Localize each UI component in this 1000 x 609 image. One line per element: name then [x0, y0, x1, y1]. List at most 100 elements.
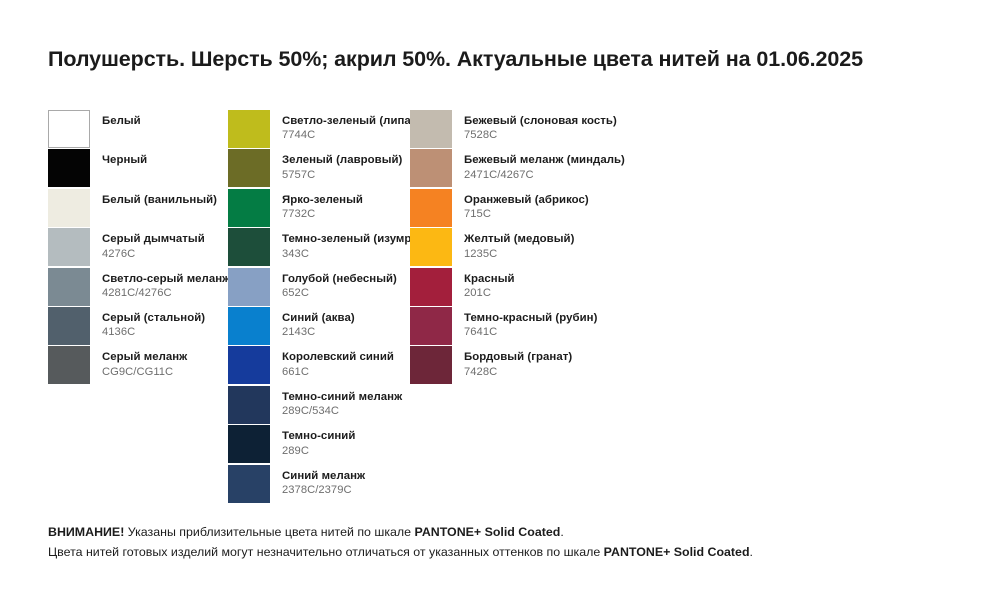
color-row[interactable]: Темно-синий 289C	[228, 425, 410, 464]
color-name: Белый (ванильный)	[102, 193, 218, 206]
color-row[interactable]: Белый	[48, 110, 228, 149]
color-row[interactable]: Белый (ванильный)	[48, 188, 228, 228]
color-row[interactable]: Серый меланж CG9C/CG11C	[48, 346, 228, 385]
color-swatch[interactable]	[410, 110, 452, 148]
color-name: Черный	[102, 154, 148, 167]
color-name: Бордовый (гранат)	[464, 351, 573, 364]
color-label-group: Бежевый меланж (миндаль) 2471C/4267C	[464, 149, 625, 182]
color-name: Серый дымчатый	[102, 233, 205, 246]
footer-line-2-period: .	[749, 545, 753, 560]
color-name: Темно-синий	[282, 430, 356, 443]
footer-note: ВНИМАНИЕ! Указаны приблизительные цвета …	[48, 522, 753, 562]
color-label-group: Бордовый (гранат) 7428C	[464, 346, 572, 379]
footer-line-2: Цвета нитей готовых изделий могут незнач…	[48, 542, 753, 562]
color-name: Оранжевый (абрикос)	[464, 193, 589, 206]
color-swatch[interactable]	[48, 267, 90, 306]
color-label-group: Черный	[102, 149, 147, 167]
color-pantone-code: 4136C	[102, 326, 136, 339]
color-row[interactable]: Бежевый (слоновая кость) 7528C	[410, 110, 710, 149]
color-label-group: Светло-зеленый (липа) 7744C	[282, 110, 415, 143]
color-name: Синий меланж	[282, 469, 366, 482]
footer-line-2-text: Цвета нитей готовых изделий могут незнач…	[48, 545, 604, 560]
color-label-group: Желтый (медовый) 1235C	[464, 228, 574, 261]
color-swatch[interactable]	[410, 306, 452, 345]
color-row[interactable]: Темно-красный (рубин) 7641C	[410, 306, 710, 346]
color-row[interactable]: Бордовый (гранат) 7428C	[410, 346, 710, 385]
color-row[interactable]: Синий (аква) 2143C	[228, 306, 410, 346]
color-swatch[interactable]	[228, 228, 270, 267]
color-label-group: Синий (аква) 2143C	[282, 307, 355, 340]
color-name: Темно-синий меланж	[282, 390, 403, 403]
color-swatch[interactable]	[228, 464, 270, 503]
color-label-group: Ярко-зеленый 7732C	[282, 189, 363, 222]
color-label-group: Светло-серый меланж 4281C/4276C	[102, 268, 230, 301]
color-row[interactable]: Синий меланж 2378C/2379C	[228, 464, 410, 504]
color-name: Голубой (небесный)	[282, 272, 397, 285]
color-row[interactable]: Ярко-зеленый 7732C	[228, 188, 410, 228]
column-neutrals: Белый Черный Белый (ванильный) Серый дымчат…	[48, 110, 230, 386]
color-swatch[interactable]	[410, 228, 452, 267]
color-swatch[interactable]	[228, 425, 270, 464]
color-name: Темно-зеленый (изумруд)	[282, 233, 429, 246]
color-name: Ярко-зеленый	[282, 193, 363, 206]
color-pantone-code: 7528C	[464, 129, 498, 142]
color-name: Королевский синий	[282, 351, 394, 364]
color-swatch[interactable]	[48, 110, 90, 148]
column-greens-blues: Светло-зеленый (липа) 7744C Зеленый (лавро…	[228, 110, 428, 504]
color-swatch[interactable]	[228, 346, 270, 385]
color-row[interactable]: Темно-синий меланж 289C/534C	[228, 385, 410, 425]
color-swatch[interactable]	[228, 110, 270, 148]
color-pantone-code: 289C	[282, 444, 309, 457]
color-swatch[interactable]	[228, 149, 270, 188]
color-row[interactable]: Серый (стальной) 4136C	[48, 306, 228, 346]
color-name: Серый (стальной)	[102, 311, 206, 324]
color-row[interactable]: Бежевый меланж (миндаль) 2471C/4267C	[410, 149, 710, 188]
color-swatch[interactable]	[228, 188, 270, 227]
color-label-group: Бежевый (слоновая кость) 7528C	[464, 110, 617, 143]
color-pantone-code: 1235C	[464, 247, 498, 260]
color-swatch[interactable]	[410, 149, 452, 188]
color-row[interactable]: Королевский синий 661C	[228, 346, 410, 385]
color-row[interactable]: Голубой (небесный) 652C	[228, 267, 410, 307]
color-row[interactable]: Светло-серый меланж 4281C/4276C	[48, 267, 230, 307]
color-swatch[interactable]	[410, 188, 452, 227]
color-label-group: Королевский синий 661C	[282, 346, 394, 379]
color-row[interactable]: Зеленый (лавровый) 5757C	[228, 149, 410, 188]
color-label-group: Темно-красный (рубин) 7641C	[464, 307, 597, 340]
color-row[interactable]: Красный 201C	[410, 267, 710, 307]
color-swatch[interactable]	[228, 306, 270, 345]
color-name: Синий (аква)	[282, 311, 355, 324]
color-row[interactable]: Черный	[48, 149, 228, 188]
footer-line-1-text: Указаны приблизительные цвета нитей по ш…	[124, 525, 415, 539]
color-row[interactable]: Светло-зеленый (липа) 7744C	[228, 110, 415, 149]
color-name: Бежевый (слоновая кость)	[464, 115, 617, 127]
color-swatch[interactable]	[48, 306, 90, 345]
color-swatch[interactable]	[48, 149, 90, 188]
color-columns: Белый Черный Белый (ванильный) Серый дымчат…	[48, 110, 968, 504]
color-label-group: Серый меланж CG9C/CG11C	[102, 346, 187, 379]
color-pantone-code: 715C	[464, 208, 491, 221]
color-swatch[interactable]	[48, 188, 90, 227]
color-pantone-code: 652C	[282, 287, 309, 300]
color-swatch[interactable]	[228, 385, 270, 424]
color-swatch[interactable]	[410, 267, 452, 306]
color-swatch[interactable]	[228, 267, 270, 306]
color-name: Зеленый (лавровый)	[282, 154, 403, 167]
color-row[interactable]: Темно-зеленый (изумруд) 343C	[228, 228, 428, 267]
footer-brand-1: PANTONE+ Solid Coated	[414, 525, 561, 539]
color-label-group: Темно-синий меланж 289C/534C	[282, 386, 402, 419]
color-row[interactable]: Желтый (медовый) 1235C	[410, 228, 710, 267]
color-name: Серый меланж	[102, 351, 188, 364]
color-label-group: Синий меланж 2378C/2379C	[282, 465, 365, 498]
color-pantone-code: 7428C	[464, 365, 498, 378]
color-pantone-code: 7732C	[282, 208, 316, 221]
color-swatch[interactable]	[48, 346, 90, 385]
color-label-group: Красный 201C	[464, 268, 515, 301]
color-label-group: Темно-зеленый (изумруд) 343C	[282, 228, 429, 261]
color-name: Белый	[102, 115, 141, 127]
color-swatch[interactable]	[48, 228, 90, 267]
color-row[interactable]: Серый дымчатый 4276C	[48, 228, 228, 267]
column-warm: Бежевый (слоновая кость) 7528C Бежевый мел…	[410, 110, 710, 386]
color-row[interactable]: Оранжевый (абрикос) 715C	[410, 188, 710, 228]
color-swatch[interactable]	[410, 346, 452, 385]
